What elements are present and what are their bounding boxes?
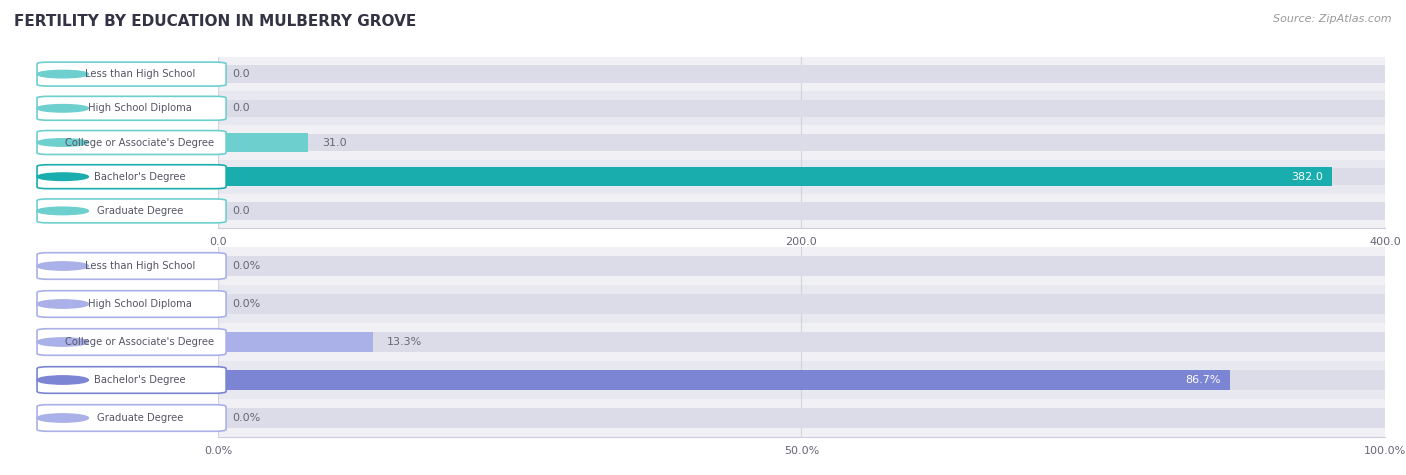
FancyBboxPatch shape: [37, 131, 226, 154]
FancyBboxPatch shape: [37, 199, 226, 223]
Text: High School Diploma: High School Diploma: [89, 103, 191, 114]
Text: Source: ZipAtlas.com: Source: ZipAtlas.com: [1274, 14, 1392, 24]
Text: 0.0: 0.0: [232, 69, 249, 79]
Text: 86.7%: 86.7%: [1185, 375, 1220, 385]
Text: 0.0: 0.0: [232, 206, 249, 216]
Bar: [218, 194, 1385, 228]
Bar: [218, 361, 1385, 399]
Bar: [218, 285, 1385, 323]
Bar: [218, 160, 1385, 194]
FancyBboxPatch shape: [37, 253, 226, 279]
Circle shape: [37, 338, 89, 346]
Text: Graduate Degree: Graduate Degree: [97, 206, 183, 216]
Text: 382.0: 382.0: [1291, 171, 1323, 182]
Bar: [218, 370, 1385, 389]
Bar: [218, 168, 1385, 185]
Text: High School Diploma: High School Diploma: [89, 299, 191, 309]
Text: FERTILITY BY EDUCATION IN MULBERRY GROVE: FERTILITY BY EDUCATION IN MULBERRY GROVE: [14, 14, 416, 29]
FancyBboxPatch shape: [37, 96, 226, 120]
Text: College or Associate's Degree: College or Associate's Degree: [65, 137, 215, 148]
FancyBboxPatch shape: [37, 405, 226, 431]
Bar: [218, 133, 308, 152]
Bar: [218, 167, 1333, 186]
Text: 0.0%: 0.0%: [232, 261, 260, 271]
Circle shape: [37, 70, 89, 78]
Text: 13.3%: 13.3%: [387, 337, 422, 347]
Circle shape: [37, 300, 89, 308]
Text: Less than High School: Less than High School: [84, 261, 195, 271]
Bar: [218, 332, 1385, 352]
FancyBboxPatch shape: [37, 329, 226, 355]
Text: 0.0%: 0.0%: [232, 299, 260, 309]
Bar: [218, 247, 1385, 285]
Bar: [218, 294, 1385, 314]
Circle shape: [37, 104, 89, 112]
Circle shape: [37, 173, 89, 180]
Bar: [218, 134, 1385, 151]
Bar: [218, 332, 373, 352]
Circle shape: [37, 414, 89, 422]
Bar: [218, 370, 1230, 390]
Circle shape: [37, 207, 89, 215]
Circle shape: [37, 262, 89, 270]
FancyBboxPatch shape: [37, 165, 226, 189]
Text: Bachelor's Degree: Bachelor's Degree: [94, 375, 186, 385]
Bar: [218, 125, 1385, 160]
Bar: [218, 57, 1385, 91]
Text: Bachelor's Degree: Bachelor's Degree: [94, 171, 186, 182]
Bar: [218, 91, 1385, 125]
Bar: [218, 323, 1385, 361]
Bar: [218, 202, 1385, 219]
Bar: [218, 100, 1385, 117]
Text: 0.0%: 0.0%: [232, 413, 260, 423]
Bar: [218, 66, 1385, 83]
Circle shape: [37, 376, 89, 384]
Text: Graduate Degree: Graduate Degree: [97, 413, 183, 423]
Bar: [218, 256, 1385, 275]
FancyBboxPatch shape: [37, 291, 226, 317]
Circle shape: [37, 139, 89, 146]
Bar: [218, 399, 1385, 437]
FancyBboxPatch shape: [37, 367, 226, 393]
Text: 31.0: 31.0: [322, 137, 347, 148]
Text: Less than High School: Less than High School: [84, 69, 195, 79]
FancyBboxPatch shape: [37, 62, 226, 86]
Text: College or Associate's Degree: College or Associate's Degree: [65, 337, 215, 347]
Text: 0.0: 0.0: [232, 103, 249, 114]
Bar: [218, 408, 1385, 428]
